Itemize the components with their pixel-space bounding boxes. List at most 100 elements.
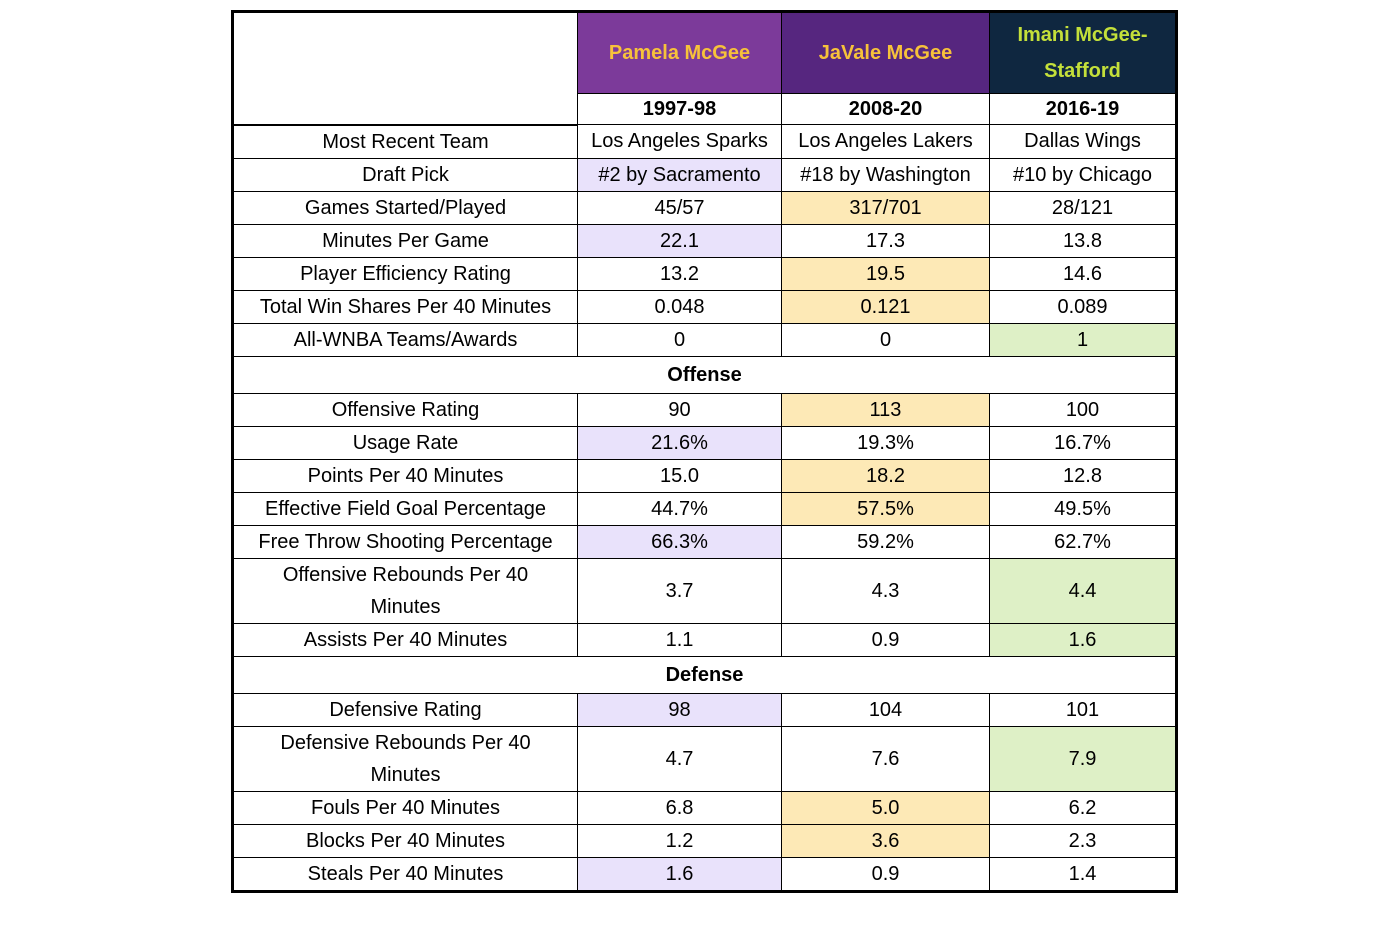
value-pamela: 13.2 [577,256,782,291]
value-javale: 59.2% [781,524,990,559]
value-imani: 100 [989,392,1177,427]
value-pamela: 44.7% [577,491,782,526]
value-pamela: 4.7 [577,725,782,792]
value-javale: 0.9 [781,622,990,657]
metric-label: Most Recent Team [232,124,578,159]
table-row: Usage Rate 21.6% 19.3% 16.7% [232,425,1177,460]
value-imani: 62.7% [989,524,1177,559]
value-imani: 1.4 [989,856,1177,892]
table-row: Assists Per 40 Minutes 1.1 0.9 1.6 [232,622,1177,657]
player-name-pamela: Pamela McGee [577,11,782,94]
value-javale: 19.5 [781,256,990,291]
value-pamela: 15.0 [577,458,782,493]
value-javale: 113 [781,392,990,427]
metric-label: Steals Per 40 Minutes [232,856,578,892]
section-title-offense: Offense [232,355,1177,394]
value-javale: #18 by Washington [781,157,990,192]
value-javale: Los Angeles Lakers [781,124,990,159]
value-imani: 1 [989,322,1177,357]
value-imani: #10 by Chicago [989,157,1177,192]
value-imani: 16.7% [989,425,1177,460]
metric-label: Usage Rate [232,425,578,460]
table-row: Most Recent Team Los Angeles Sparks Los … [232,124,1177,159]
value-javale: 104 [781,692,990,727]
value-pamela: #2 by Sacramento [577,157,782,192]
value-pamela: 21.6% [577,425,782,460]
years-pamela: 1997-98 [577,93,782,125]
value-imani: 4.4 [989,557,1177,624]
value-javale: 4.3 [781,557,990,624]
table-row: Free Throw Shooting Percentage 66.3% 59.… [232,524,1177,559]
value-javale: 0.9 [781,856,990,892]
table-row: Fouls Per 40 Minutes 6.8 5.0 6.2 [232,790,1177,825]
section-header-defense: Defense [232,655,1177,694]
table-row: Games Started/Played 45/57 317/701 28/12… [232,190,1177,225]
metric-label: Blocks Per 40 Minutes [232,823,578,858]
metric-label: Draft Pick [232,157,578,192]
value-pamela: 0.048 [577,289,782,324]
metric-label: Fouls Per 40 Minutes [232,790,578,825]
metric-label: Defensive Rating [232,692,578,727]
value-imani: 101 [989,692,1177,727]
value-pamela: 1.2 [577,823,782,858]
value-pamela: 1.1 [577,622,782,657]
table-row: Steals Per 40 Minutes 1.6 0.9 1.4 [232,856,1177,892]
metric-label: Games Started/Played [232,190,578,225]
value-imani: 12.8 [989,458,1177,493]
value-imani: 2.3 [989,823,1177,858]
value-imani: Dallas Wings [989,124,1177,159]
value-javale: 0 [781,322,990,357]
value-javale: 0.121 [781,289,990,324]
table-row: Defensive Rating 98 104 101 [232,692,1177,727]
table-row: Draft Pick #2 by Sacramento #18 by Washi… [232,157,1177,192]
empty-corner-cell [232,11,578,126]
value-javale: 18.2 [781,458,990,493]
value-javale: 5.0 [781,790,990,825]
value-pamela: 45/57 [577,190,782,225]
player-name-javale: JaVale McGee [781,11,990,94]
section-header-offense: Offense [232,355,1177,394]
value-pamela: 1.6 [577,856,782,892]
value-pamela: 0 [577,322,782,357]
metric-label: Effective Field Goal Percentage [232,491,578,526]
metric-label: Defensive Rebounds Per 40 Minutes [232,725,578,792]
player-header-row: Pamela McGee JaVale McGee Imani McGee-St… [232,11,1177,126]
table-row: Total Win Shares Per 40 Minutes 0.048 0.… [232,289,1177,324]
metric-label: Offensive Rating [232,392,578,427]
years-imani: 2016-19 [989,93,1177,125]
value-imani: 13.8 [989,223,1177,258]
value-imani: 49.5% [989,491,1177,526]
value-javale: 57.5% [781,491,990,526]
metric-label: Player Efficiency Rating [232,256,578,291]
table-row: Offensive Rating 90 113 100 [232,392,1177,427]
table-row: Offensive Rebounds Per 40 Minutes 3.7 4.… [232,557,1177,624]
table-row: Minutes Per Game 22.1 17.3 13.8 [232,223,1177,258]
value-javale: 317/701 [781,190,990,225]
value-imani: 7.9 [989,725,1177,792]
value-imani: 28/121 [989,190,1177,225]
value-javale: 19.3% [781,425,990,460]
value-imani: 14.6 [989,256,1177,291]
value-pamela: 66.3% [577,524,782,559]
metric-label: Assists Per 40 Minutes [232,622,578,657]
metric-label: Free Throw Shooting Percentage [232,524,578,559]
value-pamela: 90 [577,392,782,427]
value-pamela: 6.8 [577,790,782,825]
table-row: Player Efficiency Rating 13.2 19.5 14.6 [232,256,1177,291]
table-row: Effective Field Goal Percentage 44.7% 57… [232,491,1177,526]
value-javale: 3.6 [781,823,990,858]
player-name-imani: Imani McGee-Stafford [989,11,1177,94]
comparison-table: Pamela McGee JaVale McGee Imani McGee-St… [231,10,1178,893]
value-javale: 17.3 [781,223,990,258]
metric-label: Minutes Per Game [232,223,578,258]
value-imani: 0.089 [989,289,1177,324]
table-row: All-WNBA Teams/Awards 0 0 1 [232,322,1177,357]
metric-label: Points Per 40 Minutes [232,458,578,493]
table-row: Points Per 40 Minutes 15.0 18.2 12.8 [232,458,1177,493]
table-row: Blocks Per 40 Minutes 1.2 3.6 2.3 [232,823,1177,858]
metric-label: All-WNBA Teams/Awards [232,322,578,357]
value-pamela: 98 [577,692,782,727]
table-row: Defensive Rebounds Per 40 Minutes 4.7 7.… [232,725,1177,792]
section-title-defense: Defense [232,655,1177,694]
value-imani: 6.2 [989,790,1177,825]
